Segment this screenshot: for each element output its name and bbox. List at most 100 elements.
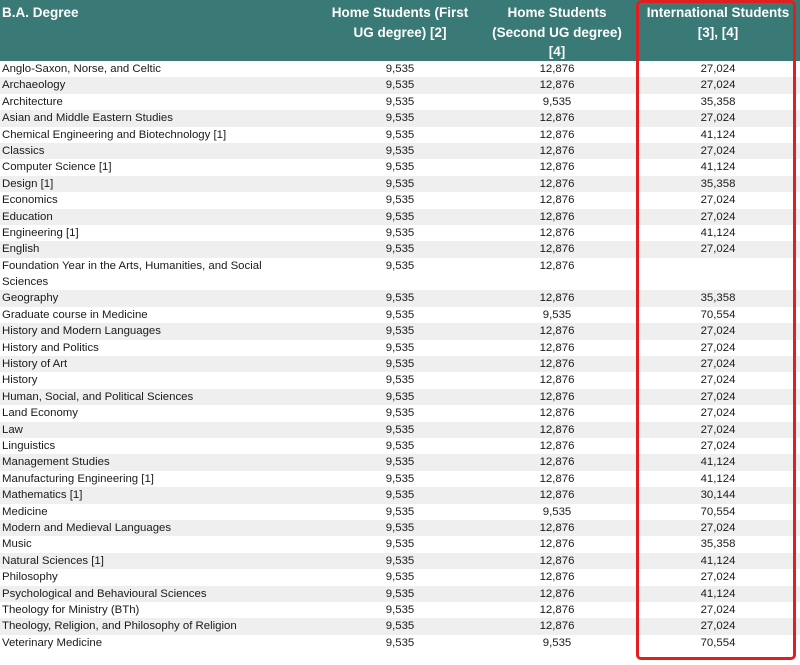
table-row: Land Economy 9,535 12,876 27,024 bbox=[0, 405, 800, 421]
table-row: Chemical Engineering and Biotechnology [… bbox=[0, 127, 800, 143]
row-home-first-fee: 9,535 bbox=[385, 161, 415, 174]
row-home-first-fee: 9,535 bbox=[385, 226, 415, 239]
table-row: Linguistics 9,535 12,876 27,024 bbox=[0, 438, 800, 454]
row-home-first-fee: 9,535 bbox=[385, 259, 415, 272]
row-international-fee: 41,124 bbox=[700, 226, 736, 239]
row-home-second-fee: 12,876 bbox=[539, 390, 575, 403]
table-row: Economics 9,535 12,876 27,024 bbox=[0, 192, 800, 208]
row-international-fee: 41,124 bbox=[700, 456, 736, 469]
table-row: Philosophy 9,535 12,876 27,024 bbox=[0, 569, 800, 585]
row-international-fee: 27,024 bbox=[700, 325, 736, 338]
row-home-first-fee: 9,535 bbox=[385, 456, 415, 469]
row-home-first-fee: 9,535 bbox=[385, 177, 415, 190]
table-row: Theology for Ministry (BTh) 9,535 12,876 27… bbox=[0, 602, 800, 618]
row-home-second-fee: 12,876 bbox=[539, 112, 575, 125]
row-home-second-fee: 9,535 bbox=[542, 505, 572, 518]
table-row: Medicine 9,535 9,535 70,554 bbox=[0, 504, 800, 520]
row-home-first-fee: 9,535 bbox=[385, 587, 415, 600]
row-degree-name: Mathematics [1] bbox=[2, 489, 83, 502]
table-row: Music 9,535 12,876 35,358 bbox=[0, 536, 800, 552]
row-international-fee: 27,024 bbox=[700, 358, 736, 371]
row-international-fee: 41,124 bbox=[700, 472, 736, 485]
row-degree-name: Linguistics bbox=[2, 440, 56, 452]
row-home-first-fee: 9,535 bbox=[385, 79, 415, 92]
row-home-second-fee: 12,876 bbox=[539, 210, 575, 223]
header-degree: B.A. Degree bbox=[2, 5, 79, 20]
row-home-first-fee: 9,535 bbox=[385, 472, 415, 485]
row-degree-name: Chemical Engineering and Biotechnology [… bbox=[2, 128, 227, 141]
row-home-first-fee: 9,535 bbox=[385, 538, 415, 551]
row-home-first-fee: 9,535 bbox=[385, 341, 415, 354]
header-international: International Students [3], [4] bbox=[646, 5, 790, 40]
row-home-second-fee: 12,876 bbox=[539, 489, 575, 502]
row-international-fee: 27,024 bbox=[700, 243, 736, 256]
row-degree-name: Philosophy bbox=[2, 571, 58, 584]
row-home-second-fee: 12,876 bbox=[539, 521, 575, 534]
row-home-first-fee: 9,535 bbox=[385, 112, 415, 125]
row-degree-name: History and Politics bbox=[2, 341, 99, 354]
row-home-second-fee: 12,876 bbox=[539, 620, 575, 633]
row-home-second-fee: 12,876 bbox=[539, 128, 575, 141]
row-international-fee: 27,024 bbox=[700, 390, 736, 403]
row-home-first-fee: 9,535 bbox=[385, 620, 415, 633]
row-degree-name: Medicine bbox=[2, 505, 48, 518]
row-home-first-fee: 9,535 bbox=[385, 358, 415, 371]
row-degree-name: Natural Sciences [1] bbox=[2, 554, 104, 567]
row-home-second-fee: 12,876 bbox=[539, 144, 575, 157]
row-international-fee: 27,024 bbox=[700, 79, 736, 92]
table-row: Theology, Religion, and Philosophy of Re… bbox=[0, 618, 800, 635]
row-international-fee: 30,144 bbox=[700, 489, 736, 502]
row-home-first-fee: 9,535 bbox=[385, 636, 415, 649]
table-row: Psychological and Behavioural Sciences 9,… bbox=[0, 585, 800, 602]
row-degree-name: History of Art bbox=[2, 358, 68, 371]
row-international-fee: 35,358 bbox=[700, 538, 736, 551]
table-row: Graduate course in Medicine 9,535 9,535 70,… bbox=[0, 307, 800, 323]
row-home-first-fee: 9,535 bbox=[385, 95, 415, 108]
row-home-second-fee: 12,876 bbox=[539, 292, 575, 305]
row-international-fee: 27,024 bbox=[700, 603, 736, 616]
row-home-first-fee: 9,535 bbox=[385, 128, 415, 141]
row-degree-name: Architecture bbox=[2, 95, 63, 108]
row-international-fee: 27,024 bbox=[700, 374, 736, 387]
row-international-fee: 41,124 bbox=[700, 128, 736, 141]
table-row: Mathematics [1] 9,535 12,876 30,144 bbox=[0, 487, 800, 504]
row-home-first-fee: 9,535 bbox=[385, 210, 415, 223]
row-home-second-fee: 12,876 bbox=[539, 226, 575, 239]
header-home-first: Home Students (First UG degree) [2] bbox=[331, 5, 469, 40]
row-degree-name: Anglo-Saxon, Norse, and Celtic bbox=[2, 63, 161, 75]
row-international-fee: 27,024 bbox=[700, 521, 736, 534]
row-international-fee: 27,024 bbox=[700, 63, 736, 75]
row-international-fee: 41,124 bbox=[700, 161, 736, 174]
row-home-first-fee: 9,535 bbox=[385, 423, 415, 436]
row-international-fee: 41,124 bbox=[700, 587, 736, 600]
header-home-second: Home Students (Second UG degree) [4] bbox=[492, 5, 622, 59]
row-home-second-fee: 12,876 bbox=[539, 603, 575, 616]
row-home-first-fee: 9,535 bbox=[385, 292, 415, 305]
row-degree-name: English bbox=[2, 243, 40, 256]
row-degree-name: Design [1] bbox=[2, 177, 54, 190]
table-row: History of Art 9,535 12,876 27,024 bbox=[0, 356, 800, 373]
row-home-first-fee: 9,535 bbox=[385, 390, 415, 403]
row-international-fee: 27,024 bbox=[700, 194, 736, 207]
row-home-first-fee: 9,535 bbox=[385, 603, 415, 616]
table-row: Law 9,535 12,876 27,024 bbox=[0, 421, 800, 438]
row-home-second-fee: 12,876 bbox=[539, 587, 575, 600]
row-home-second-fee: 12,876 bbox=[539, 161, 575, 174]
row-degree-name: Psychological and Behavioural Sciences bbox=[2, 587, 207, 600]
row-degree-name: Asian and Middle Eastern Studies bbox=[2, 112, 173, 125]
row-home-second-fee: 12,876 bbox=[539, 554, 575, 567]
row-home-second-fee: 12,876 bbox=[539, 440, 575, 452]
row-home-first-fee: 9,535 bbox=[385, 308, 415, 321]
row-home-second-fee: 12,876 bbox=[539, 259, 575, 272]
row-degree-name: Engineering [1] bbox=[2, 226, 79, 239]
table-row: Computer Science [1] 9,535 12,876 41,124 bbox=[0, 159, 800, 175]
table-row: Engineering [1] 9,535 12,876 41,124 bbox=[0, 225, 800, 241]
row-home-second-fee: 12,876 bbox=[539, 341, 575, 354]
table-row: History and Politics 9,535 12,876 27,024 bbox=[0, 340, 800, 356]
row-degree-name: History bbox=[2, 374, 38, 387]
row-degree-name: Geography bbox=[2, 292, 59, 305]
row-international-fee: 27,024 bbox=[700, 620, 736, 633]
row-home-second-fee: 12,876 bbox=[539, 177, 575, 190]
row-international-fee: 70,554 bbox=[700, 308, 736, 321]
row-degree-name: Music bbox=[2, 538, 32, 551]
